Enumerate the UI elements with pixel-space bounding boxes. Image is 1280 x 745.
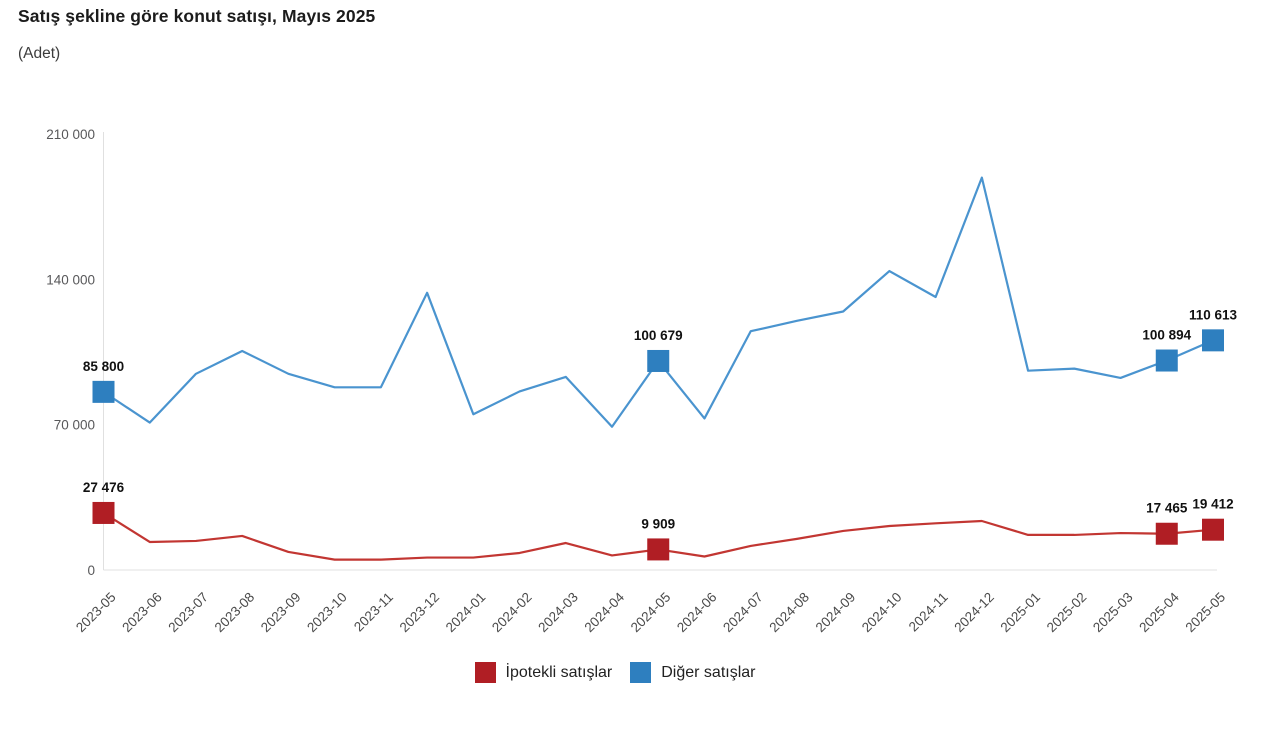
- x-tick-label: 2024-09: [813, 590, 859, 636]
- ipotekli-satislar-marker[interactable]: [92, 501, 115, 524]
- x-tick-label: 2024-05: [628, 590, 674, 636]
- ipotekli-satislar-point-label: 27 476: [83, 480, 125, 495]
- ipotekli-satislar-point-label: 9 909: [641, 516, 675, 531]
- y-tick-label: 70 000: [54, 418, 95, 433]
- y-tick-label: 210 000: [46, 127, 95, 142]
- x-tick-label: 2024-02: [489, 590, 535, 636]
- x-tick-label: 2024-06: [674, 590, 720, 636]
- diger-satislar-marker[interactable]: [647, 349, 670, 372]
- chart-legend: İpotekli satışlar Diğer satışlar: [0, 662, 1255, 683]
- x-tick-label: 2024-04: [582, 589, 628, 635]
- diger-satislar-point-label: 110 613: [1189, 307, 1238, 322]
- x-tick-label: 2023-06: [119, 590, 165, 636]
- diger-satislar-line: [102, 176, 1215, 428]
- x-tick-label: 2024-11: [906, 590, 951, 635]
- x-tick-label: 2025-01: [998, 590, 1044, 636]
- legend-item-diger-satislar[interactable]: Diğer satışlar: [630, 662, 755, 683]
- x-tick-label: 2024-01: [443, 590, 489, 636]
- x-tick-label: 2023-09: [258, 590, 304, 636]
- x-tick-label: 2025-04: [1136, 589, 1182, 635]
- chart-subtitle: (Adet): [18, 45, 61, 62]
- x-tick-label: 2023-10: [304, 590, 350, 636]
- x-tick-label: 2023-07: [165, 590, 211, 636]
- y-tick-label: 140 000: [46, 272, 95, 287]
- legend-label: İpotekli satışlar: [505, 663, 613, 681]
- ipotekli-satislar-marker[interactable]: [1155, 522, 1178, 545]
- chart-title: Satış şekline göre konut satışı, Mayıs 2…: [18, 6, 376, 26]
- legend-swatch-icon: [630, 662, 652, 683]
- x-tick-label: 2025-02: [1044, 590, 1090, 636]
- x-tick-label: 2023-11: [351, 590, 396, 635]
- diger-satislar-point-label: 100 894: [1142, 328, 1191, 343]
- x-tick-label: 2024-03: [535, 590, 581, 636]
- diger-satislar-marker[interactable]: [1155, 349, 1178, 372]
- legend-item-ipotekli-satislar[interactable]: İpotekli satışlar: [474, 662, 613, 683]
- ipotekli-satislar-marker[interactable]: [647, 538, 670, 561]
- y-tick-label: 0: [87, 563, 95, 578]
- legend-label: Diğer satışlar: [661, 663, 756, 681]
- x-tick-label: 2025-05: [1182, 590, 1228, 636]
- x-tick-label: 2023-05: [73, 590, 119, 636]
- legend-swatch-icon: [474, 662, 496, 683]
- x-tick-label: 2024-08: [766, 590, 812, 636]
- diger-satislar-point-label: 85 800: [83, 359, 124, 374]
- x-tick-label: 2025-03: [1090, 590, 1136, 636]
- diger-satislar-point-label: 100 679: [634, 328, 683, 343]
- ipotekli-satislar-marker[interactable]: [1202, 518, 1224, 541]
- x-tick-label: 2023-12: [397, 590, 443, 636]
- ipotekli-satislar-point-label: 17 465: [1146, 501, 1188, 516]
- x-tick-label: 2023-08: [212, 590, 258, 636]
- x-tick-label: 2024-07: [720, 590, 766, 636]
- x-tick-label: 2024-10: [859, 590, 905, 636]
- ipotekli-satislar-point-label: 19 412: [1192, 497, 1233, 512]
- diger-satislar-marker[interactable]: [1202, 329, 1224, 352]
- x-tick-label: 2024-12: [951, 590, 997, 636]
- diger-satislar-marker[interactable]: [92, 380, 115, 403]
